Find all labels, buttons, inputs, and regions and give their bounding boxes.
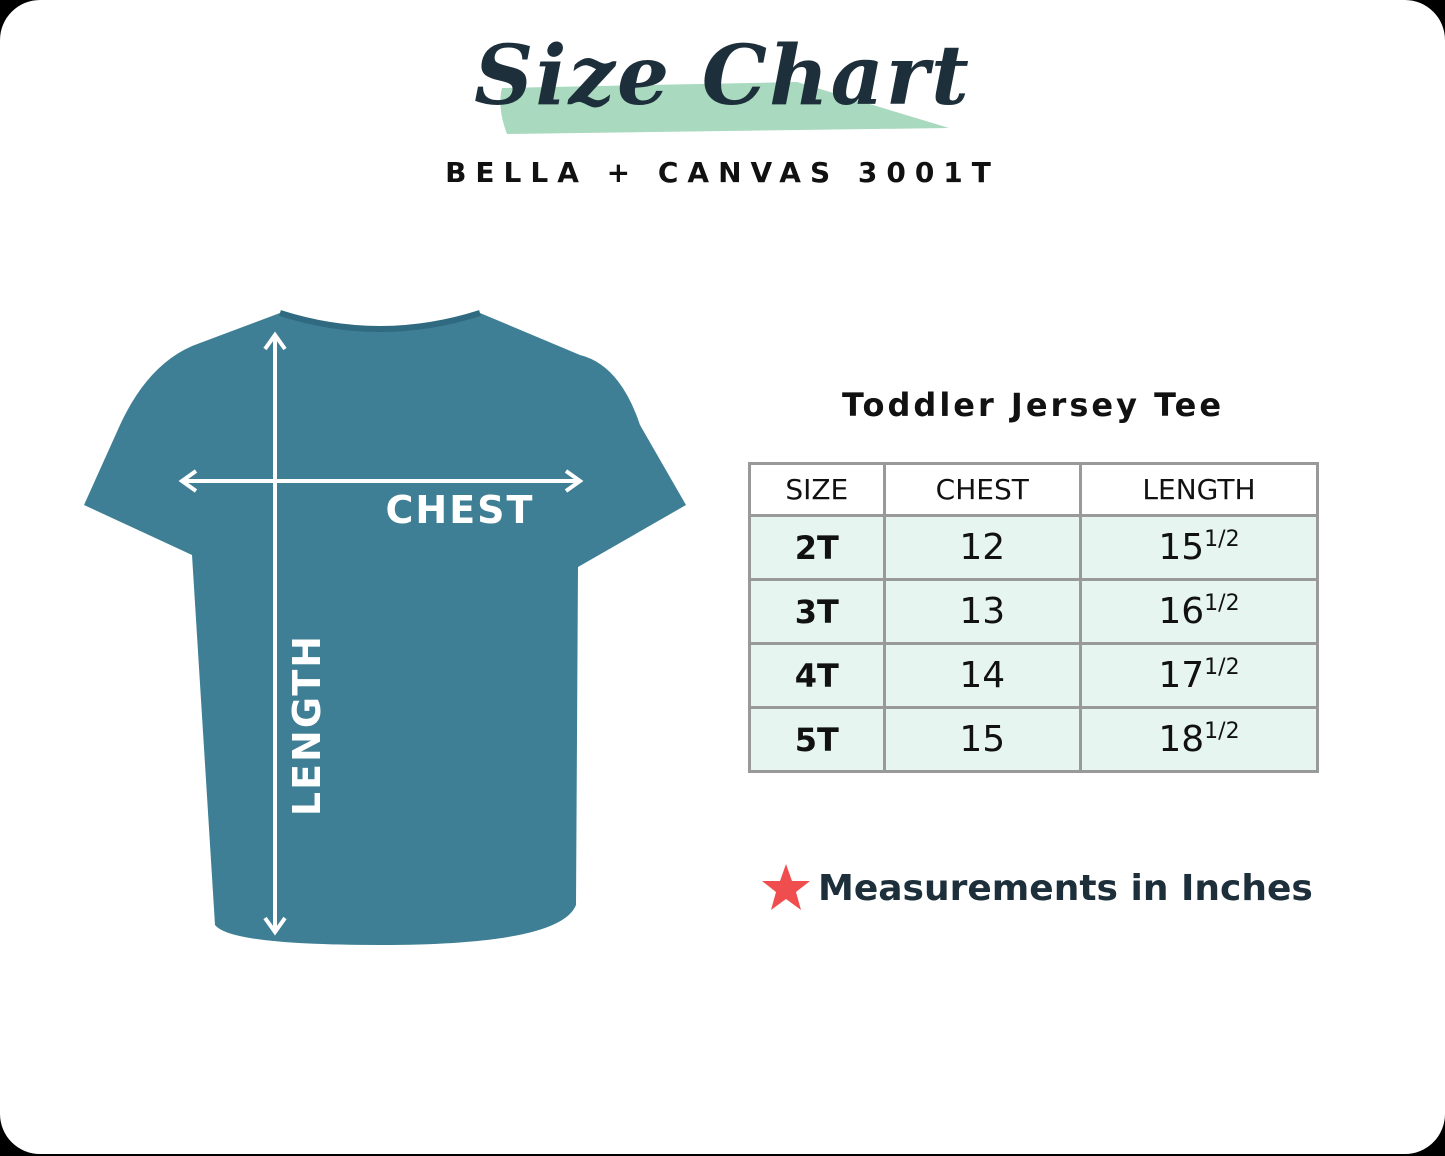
size-cell: 4T [748, 642, 886, 709]
chest-cell: 14 [882, 642, 1082, 709]
brush-stroke-decoration [500, 82, 949, 134]
page-title: Size Chart [474, 28, 971, 124]
length-label: LENGTH [285, 634, 329, 816]
length-arrow [263, 331, 287, 936]
size-cell: 3T [748, 578, 886, 645]
table-row: 2T 12 151/2 [748, 514, 1320, 581]
chest-cell: 13 [882, 578, 1082, 645]
table-row: 4T 14 171/2 [748, 642, 1320, 709]
measurement-note: Measurements in Inches [760, 862, 1313, 914]
length-cell: 171/2 [1078, 642, 1320, 709]
star-icon [762, 864, 810, 910]
tshirt-shape [84, 313, 686, 945]
size-cell: 5T [748, 706, 886, 773]
size-cell: 2T [748, 514, 886, 581]
table-header-row: SIZE CHEST LENGTH [748, 462, 1320, 517]
length-cell: 161/2 [1078, 578, 1320, 645]
table-row: 5T 15 181/2 [748, 706, 1320, 773]
length-cell: 151/2 [1078, 514, 1320, 581]
table-row: 3T 13 161/2 [748, 578, 1320, 645]
product-subtitle: BELLA + CANVAS 3001T [445, 156, 1000, 189]
table-title: Toddler Jersey Tee [841, 386, 1225, 424]
column-header-length: LENGTH [1078, 462, 1320, 517]
column-header-chest: CHEST [882, 462, 1082, 517]
column-header-size: SIZE [748, 462, 886, 517]
size-table: SIZE CHEST LENGTH 2T 12 151/2 3T 13 161/2 4T… [748, 462, 1320, 773]
chest-label: CHEST [386, 488, 535, 532]
chest-cell: 15 [882, 706, 1082, 773]
length-cell: 181/2 [1078, 706, 1320, 773]
note-text: Measurements in Inches [818, 867, 1313, 909]
chest-cell: 12 [882, 514, 1082, 581]
chest-arrow [178, 469, 584, 493]
tshirt-diagram: CHEST LENGTH [84, 310, 686, 945]
